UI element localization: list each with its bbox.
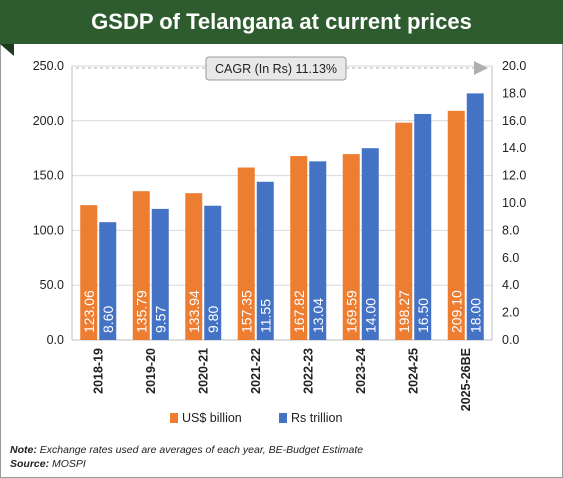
bar-rs	[99, 222, 117, 340]
banner-fold	[0, 44, 14, 56]
y-right-tick-label: 8.0	[502, 223, 519, 237]
bar-rs	[151, 208, 169, 340]
title-banner	[0, 0, 563, 44]
legend-swatch-usd	[170, 413, 178, 423]
bar-rs-label: 8.60	[100, 306, 116, 333]
y-left-tick-label: 100.0	[33, 223, 64, 237]
bar-rs	[204, 205, 222, 340]
bar-rs	[361, 148, 379, 340]
chart-title: GSDP of Telangana at current prices	[91, 9, 472, 34]
bar-usd	[290, 156, 308, 340]
cagr-label: CAGR (In Rs) 11.13%	[215, 62, 337, 76]
bar-usd	[185, 193, 203, 340]
bar-rs-label: 16.50	[415, 298, 431, 333]
bar-usd-label: 169.59	[343, 290, 359, 333]
bar-rs-label: 9.57	[152, 306, 168, 333]
y-right-tick-label: 4.0	[502, 278, 519, 292]
x-tick-label: 2024-25	[406, 348, 420, 394]
x-tick-label: 2021-22	[249, 348, 263, 394]
bar-rs-label: 14.00	[362, 298, 378, 333]
bar-usd-label: 209.10	[448, 290, 464, 333]
x-tick-label: 2018-19	[91, 348, 105, 394]
bar-usd-label: 135.79	[133, 290, 149, 333]
legend-label-rs: Rs trillion	[291, 411, 342, 425]
note-body: Exchange rates used are averages of each…	[36, 444, 364, 456]
source-body: MOSPI	[49, 458, 86, 470]
bar-usd	[132, 191, 150, 340]
bar-usd-label: 167.82	[291, 290, 307, 333]
bar-rs-label: 18.00	[467, 298, 483, 333]
x-tick-label: 2022-23	[301, 348, 315, 394]
bar-rs-label: 11.55	[257, 299, 273, 333]
y-left-tick-label: 0.0	[47, 333, 64, 347]
y-right-tick-label: 12.0	[502, 169, 526, 183]
x-tick-label: 2020-21	[196, 348, 210, 394]
bar-usd	[237, 167, 255, 340]
legend-label-usd: US$ billion	[182, 411, 242, 425]
note-text: Note: Exchange rates used are averages o…	[10, 444, 363, 456]
y-left-tick-label: 150.0	[33, 169, 64, 183]
bar-usd	[447, 110, 465, 340]
y-left-tick-label: 250.0	[33, 59, 64, 73]
bar-rs	[414, 113, 432, 340]
y-right-tick-label: 2.0	[502, 306, 519, 320]
y-right-tick-label: 18.0	[502, 86, 526, 100]
bar-usd	[80, 205, 98, 340]
bar-rs	[309, 161, 327, 340]
source-text: Source: MOSPI	[10, 458, 86, 470]
y-right-tick-label: 0.0	[502, 333, 519, 347]
y-right-tick-label: 20.0	[502, 59, 526, 73]
note-label: Note:	[10, 444, 37, 456]
cagr-arrow-head	[474, 61, 488, 75]
x-tick-label: 2019-20	[144, 348, 158, 394]
y-right-tick-label: 14.0	[502, 141, 526, 155]
bar-usd-label: 133.94	[186, 290, 202, 333]
bar-rs-label: 13.04	[310, 298, 326, 333]
bar-rs	[466, 93, 484, 341]
y-right-tick-label: 16.0	[502, 114, 526, 128]
y-left-tick-label: 50.0	[40, 278, 64, 292]
source-label: Source:	[10, 458, 50, 470]
y-left-tick-label: 200.0	[33, 114, 64, 128]
bar-usd-label: 157.35	[238, 290, 254, 333]
bar-usd	[395, 122, 413, 341]
bar-rs-label: 9.80	[205, 306, 221, 333]
x-tick-label: 2025-26BE	[459, 348, 473, 411]
y-right-tick-label: 10.0	[502, 196, 526, 210]
bar-usd-label: 123.06	[81, 290, 97, 333]
bar-usd-label: 198.27	[396, 290, 412, 333]
bar-rs	[256, 181, 274, 340]
legend-swatch-rs	[279, 413, 287, 423]
y-right-tick-label: 6.0	[502, 251, 519, 265]
cagr-label-box	[205, 56, 347, 81]
bar-usd	[342, 154, 360, 340]
x-tick-label: 2023-24	[354, 348, 368, 394]
